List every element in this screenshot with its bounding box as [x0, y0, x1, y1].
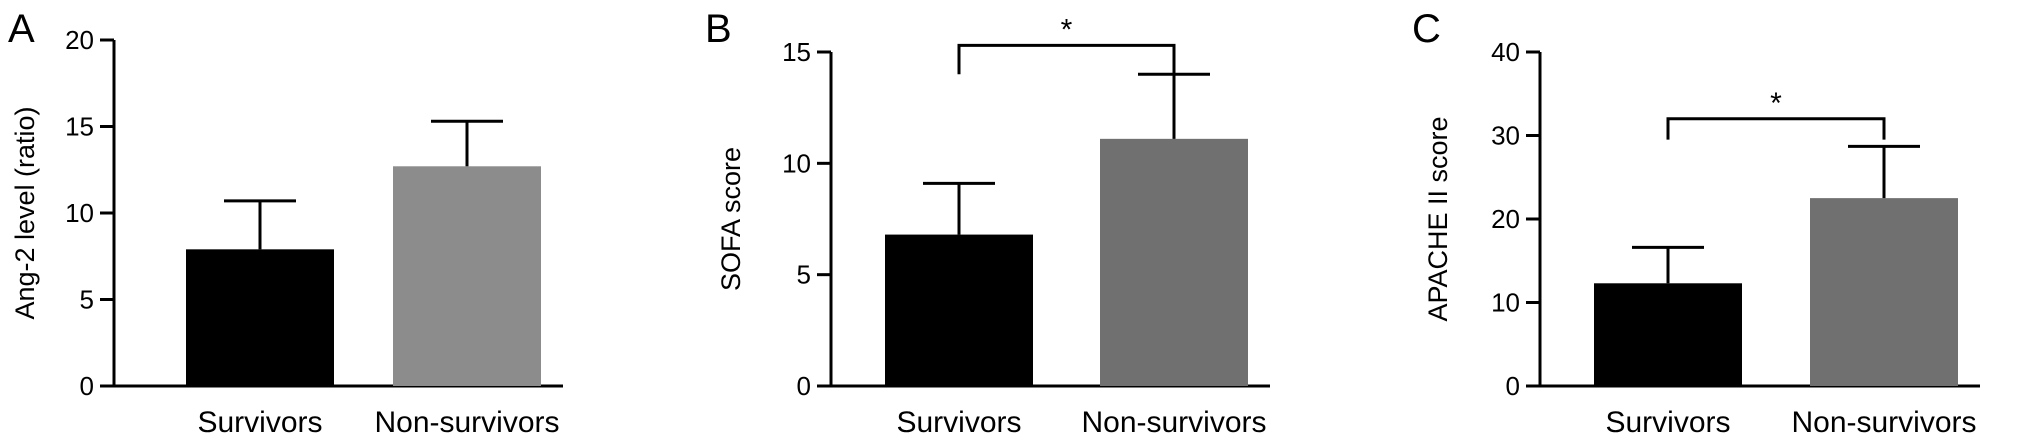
- panel-letter: C: [1412, 7, 1441, 51]
- y-tick-label: 0: [1506, 371, 1520, 401]
- bar-survivors: [1594, 283, 1742, 386]
- significance-star: *: [1061, 13, 1073, 46]
- y-tick-label: 10: [1491, 288, 1520, 318]
- bar-survivors: [186, 249, 334, 386]
- bar-non-survivors: [1100, 138, 1248, 386]
- y-tick-label: 20: [65, 25, 94, 55]
- x-category-label: Survivors: [896, 406, 1021, 439]
- y-tick-label: 10: [782, 148, 811, 178]
- y-tick-label: 30: [1491, 121, 1520, 151]
- y-tick-label: 0: [80, 371, 94, 401]
- y-axis-title: Ang-2 level (ratio): [10, 106, 40, 319]
- y-tick-label: 0: [797, 371, 811, 401]
- panel-a: A 0 5 10 15 20 Ang-2 level (ratio) Survivors Non…: [8, 7, 563, 439]
- y-axis-title: APACHE II score: [1423, 116, 1453, 321]
- y-tick-label: 40: [1491, 37, 1520, 67]
- y-tick-label: 5: [797, 260, 811, 290]
- significance-bracket: [1666, 117, 1886, 140]
- panel-letter: A: [8, 7, 35, 51]
- y-tick-label: 20: [1491, 204, 1520, 234]
- bar-non-survivors: [1810, 198, 1958, 386]
- y-axis-title: SOFA score: [716, 147, 746, 291]
- panel-c: C 0 10 20 30 40 APACHE II score Survivors Non-su…: [1412, 7, 1980, 439]
- x-category-label: Survivors: [1605, 406, 1730, 439]
- y-tick-label: 10: [65, 198, 94, 228]
- panel-b: B 0 5 10 15 SOFA score Survivors Non-survivors *: [705, 7, 1270, 439]
- bar-non-survivors: [393, 166, 541, 386]
- x-category-label: Survivors: [197, 406, 322, 439]
- significance-bracket: [957, 43, 1176, 75]
- bar-survivors: [885, 234, 1033, 386]
- x-category-label: Non-survivors: [1081, 406, 1266, 439]
- x-category-label: Non-survivors: [374, 406, 559, 439]
- x-category-label: Non-survivors: [1791, 406, 1976, 439]
- panel-letter: B: [705, 7, 732, 51]
- significance-star: *: [1770, 87, 1782, 120]
- y-tick-label: 15: [65, 112, 94, 142]
- y-tick-label: 15: [782, 37, 811, 67]
- y-tick-label: 5: [80, 285, 94, 315]
